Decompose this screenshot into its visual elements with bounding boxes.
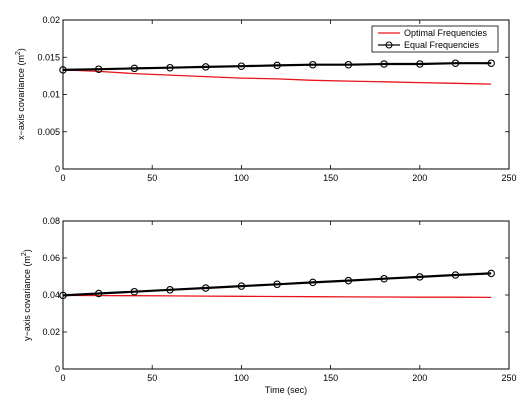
y-tick-label: 0.08 — [42, 216, 60, 226]
data-point-equal-frequencies — [451, 59, 460, 67]
data-point-equal-frequencies — [166, 286, 174, 294]
data-point-equal-frequencies — [130, 287, 139, 296]
y-tick-label: 0.02 — [42, 327, 60, 337]
x-axis-label: Time (sec) — [265, 385, 307, 395]
legend-marker-equal — [385, 41, 393, 49]
x-tick-label: 250 — [501, 373, 516, 383]
plot-area — [59, 59, 495, 85]
y-tick-label: 0.02 — [42, 15, 60, 25]
y-covariance-panel: 0 50 100 150 200 250 0 0.02 0.04 0.06 0.08 y−axis… — [21, 216, 517, 395]
plot-area — [59, 269, 495, 300]
data-point-equal-frequencies — [94, 289, 103, 298]
x-tick-label: 100 — [234, 173, 249, 183]
x-tick-label: 200 — [412, 373, 427, 383]
data-point-equal-frequencies — [59, 291, 67, 300]
y-axis-label: y−axis covariance (m2) — [21, 249, 32, 341]
legend-label-equal: Equal Frequencies — [404, 40, 480, 50]
y-axis-label: x−axis covariance (m2) — [15, 48, 26, 140]
data-point-equal-frequencies — [94, 65, 103, 73]
data-point-equal-frequencies — [380, 274, 388, 283]
x-covariance-panel: 0 50 100 150 200 250 0 0.005 0.01 0.015 0.02 x−ax… — [15, 15, 517, 183]
series-line-optimal-frequencies — [62, 69, 492, 85]
data-point-equal-frequencies — [416, 273, 424, 281]
y-tick-label: 0.01 — [42, 90, 60, 100]
x-tick-group: 0 50 100 150 200 250 — [60, 221, 517, 383]
x-tick-label: 50 — [147, 173, 157, 183]
x-tick-label: 100 — [234, 373, 249, 383]
data-point-equal-frequencies — [487, 269, 495, 278]
data-point-equal-frequencies — [309, 60, 317, 69]
y-tick-label: 0.015 — [37, 52, 60, 62]
y-tick-label: 0 — [55, 164, 60, 174]
data-point-equal-frequencies — [344, 60, 353, 69]
y-tick-label: 0 — [55, 364, 60, 374]
data-point-equal-frequencies — [237, 282, 246, 290]
legend: Optimal Frequencies Equal Frequencies — [371, 25, 499, 53]
data-point-equal-frequencies — [380, 60, 388, 68]
y-axis-label-superscript: 2 — [21, 252, 28, 256]
x-tick-group: 0 50 100 150 200 250 — [60, 20, 517, 183]
x-tick-label: 150 — [323, 173, 338, 183]
x-tick-label: 150 — [323, 373, 338, 383]
series-line-equal-frequencies — [62, 272, 492, 297]
legend-box — [371, 25, 499, 53]
x-tick-label: 50 — [147, 373, 157, 383]
data-point-equal-frequencies — [59, 66, 67, 74]
data-point-equal-frequencies — [416, 60, 424, 68]
data-point-equal-frequencies — [130, 64, 139, 73]
y-axis-label-superscript: 2 — [15, 51, 22, 55]
plot-frame — [62, 220, 510, 370]
data-point-equal-frequencies — [201, 284, 210, 292]
legend-label-optimal: Optimal Frequencies — [404, 28, 488, 38]
y-tick-label: 0.04 — [42, 290, 60, 300]
y-tick-group: 0 0.005 0.01 0.015 0.02 — [37, 15, 509, 174]
y-tick-label: 0.005 — [37, 127, 60, 137]
x-tick-label: 200 — [412, 173, 427, 183]
data-point-equal-frequencies — [237, 62, 246, 70]
data-point-equal-frequencies — [451, 271, 460, 279]
x-tick-label: 0 — [60, 173, 65, 183]
series-line-equal-frequencies — [62, 62, 492, 71]
data-point-equal-frequencies — [344, 276, 353, 285]
data-point-equal-frequencies — [487, 59, 495, 67]
y-tick-label: 0.06 — [42, 253, 60, 263]
data-point-equal-frequencies — [166, 63, 174, 72]
data-point-equal-frequencies — [273, 280, 281, 289]
data-point-equal-frequencies — [201, 63, 210, 71]
data-point-equal-frequencies — [309, 278, 317, 287]
data-point-equal-frequencies — [273, 61, 281, 70]
x-tick-label: 0 — [60, 373, 65, 383]
x-tick-label: 250 — [501, 173, 516, 183]
series-line-optimal-frequencies — [62, 294, 492, 299]
